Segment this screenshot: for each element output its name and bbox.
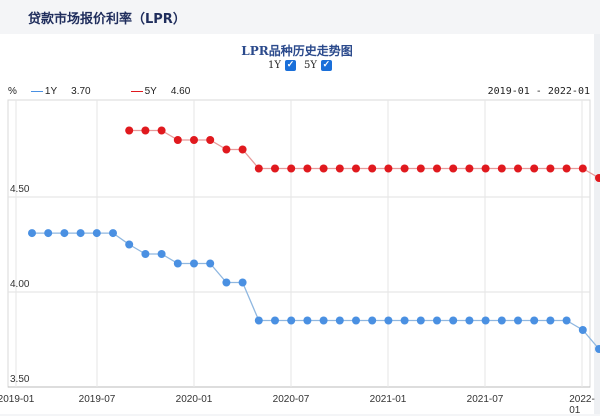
data-point[interactable]: [319, 164, 328, 173]
data-point[interactable]: [60, 229, 69, 238]
data-point[interactable]: [190, 259, 198, 268]
data-point[interactable]: [157, 250, 166, 258]
data-point[interactable]: [449, 164, 458, 173]
data-point[interactable]: [335, 164, 344, 173]
data-point[interactable]: [481, 164, 490, 173]
data-point[interactable]: [28, 229, 36, 238]
legend-1y-line-icon: [30, 91, 43, 92]
chart-legend: % 1Y 3.70 5Y 4.60: [8, 86, 196, 97]
data-point[interactable]: [562, 316, 571, 325]
y-tick-label: 3.50: [10, 374, 30, 385]
data-point[interactable]: [368, 316, 377, 325]
legend-5y-value: 4.60: [170, 86, 191, 97]
legend-5y-name: 5Y: [144, 86, 157, 97]
data-point[interactable]: [125, 126, 134, 135]
data-point[interactable]: [465, 164, 474, 173]
toggle-5y-checkbox[interactable]: ✓: [320, 60, 332, 71]
data-point[interactable]: [433, 164, 441, 173]
unit-label: %: [8, 86, 17, 97]
data-point[interactable]: [514, 164, 522, 173]
data-point[interactable]: [481, 316, 490, 325]
legend-1y-name: 1Y: [44, 86, 58, 97]
y-tick-label: 4.50: [10, 184, 30, 195]
data-point[interactable]: [449, 316, 458, 325]
data-point[interactable]: [287, 316, 296, 325]
data-point[interactable]: [546, 316, 555, 325]
x-tick-label: 2019-07: [78, 394, 116, 405]
toggle-1y-checkbox[interactable]: ✓: [284, 60, 296, 71]
data-point[interactable]: [271, 164, 279, 173]
data-point[interactable]: [368, 164, 377, 173]
x-tick-label: 2019-01: [0, 394, 35, 405]
y-tick-label: 4.00: [10, 279, 30, 290]
data-point[interactable]: [335, 316, 344, 325]
series-toggles: 1Y ✓ 5Y ✓: [268, 60, 332, 71]
data-point[interactable]: [254, 164, 263, 173]
data-point[interactable]: [125, 240, 134, 249]
data-point[interactable]: [562, 164, 571, 173]
data-point[interactable]: [546, 164, 555, 173]
data-point[interactable]: [44, 229, 53, 238]
data-point[interactable]: [190, 136, 198, 144]
page-header: 贷款市场报价利率（LPR）: [0, 0, 600, 32]
data-point[interactable]: [303, 164, 312, 173]
data-point[interactable]: [222, 278, 231, 287]
x-tick-label: 2020-01: [175, 394, 213, 405]
data-point[interactable]: [109, 229, 117, 238]
data-point[interactable]: [400, 164, 409, 173]
legend-5y-line-icon: [130, 91, 143, 92]
chart-title: LPR品种历史走势图: [241, 44, 353, 58]
data-point[interactable]: [400, 316, 409, 325]
toggle-1y-label: 1Y: [268, 60, 281, 71]
data-point[interactable]: [433, 316, 441, 325]
page-title: 贷款市场报价利率（LPR）: [28, 12, 186, 27]
scrollbar-track[interactable]: [594, 34, 600, 414]
data-point[interactable]: [206, 259, 215, 268]
x-tick-label: 2021-01: [369, 394, 407, 405]
data-point[interactable]: [497, 164, 506, 173]
data-point[interactable]: [595, 345, 600, 353]
data-point[interactable]: [206, 136, 215, 144]
x-tick-label: 2020-07: [272, 394, 310, 405]
data-point[interactable]: [578, 164, 587, 173]
x-tick-label: 2022-01: [569, 394, 595, 416]
data-point[interactable]: [595, 174, 600, 182]
data-point[interactable]: [92, 229, 101, 238]
data-point[interactable]: [76, 229, 85, 238]
data-point[interactable]: [141, 126, 150, 135]
data-point[interactable]: [319, 316, 328, 325]
data-point[interactable]: [352, 316, 360, 325]
data-point[interactable]: [287, 164, 296, 173]
data-point[interactable]: [497, 316, 506, 325]
data-point[interactable]: [238, 145, 247, 154]
date-range: 2019-01 - 2022-01: [487, 86, 590, 97]
data-point[interactable]: [173, 136, 182, 144]
data-point[interactable]: [222, 145, 231, 154]
data-point[interactable]: [157, 126, 166, 135]
data-point[interactable]: [384, 164, 393, 173]
data-point[interactable]: [530, 164, 539, 173]
data-point[interactable]: [578, 326, 587, 334]
data-point[interactable]: [416, 316, 425, 325]
legend-1y-value: 3.70: [71, 86, 91, 97]
data-point[interactable]: [384, 316, 393, 325]
data-point[interactable]: [141, 250, 150, 258]
data-point[interactable]: [238, 278, 247, 287]
data-point[interactable]: [254, 316, 263, 325]
data-point[interactable]: [352, 164, 360, 173]
data-point[interactable]: [530, 316, 539, 325]
data-point[interactable]: [514, 316, 522, 325]
data-point[interactable]: [465, 316, 474, 325]
data-point[interactable]: [271, 316, 279, 325]
chart-panel: [0, 34, 594, 414]
x-tick-label: 2021-07: [466, 394, 504, 405]
toggle-5y-label: 5Y: [303, 60, 317, 71]
data-point[interactable]: [173, 259, 182, 268]
data-point[interactable]: [416, 164, 425, 173]
data-point[interactable]: [303, 316, 312, 325]
